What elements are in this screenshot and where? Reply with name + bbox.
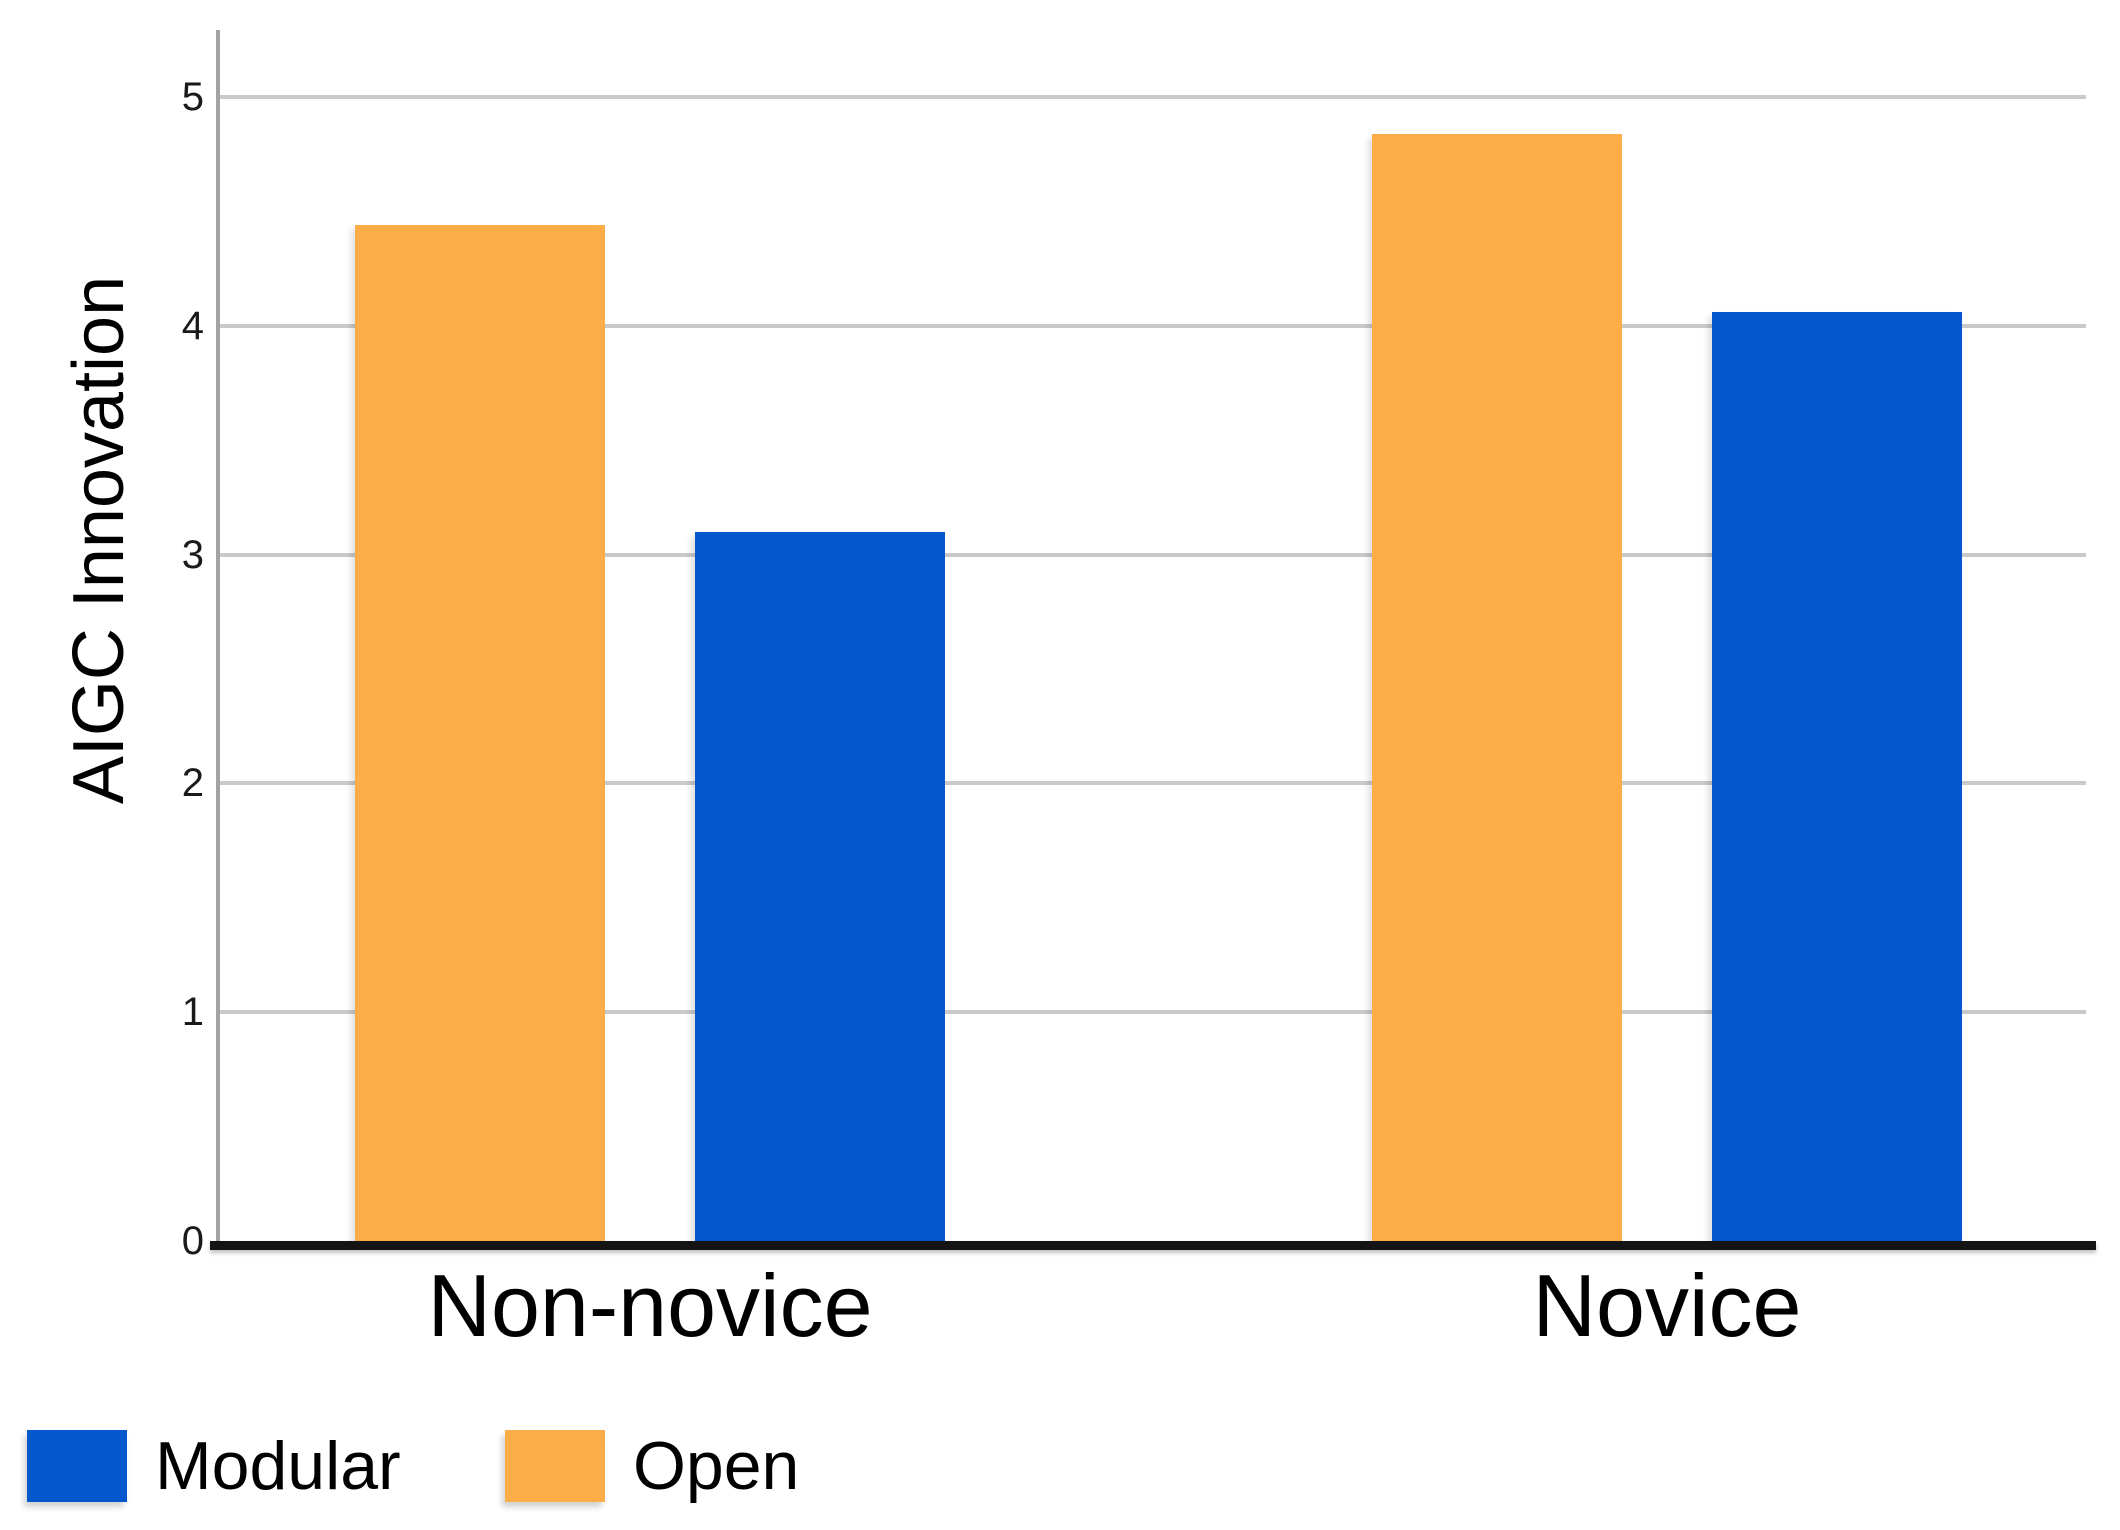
y-tick-label-2: 2 [181, 761, 204, 806]
gridline-y3 [218, 552, 2086, 557]
y-tick-label-4: 4 [181, 303, 204, 348]
y-tick-label-0: 0 [181, 1219, 204, 1263]
gridline-y1 [218, 1010, 2086, 1015]
y-tick-label-5: 5 [181, 75, 204, 119]
legend-item-open: Open [505, 1430, 799, 1502]
bar-novice-open [1372, 133, 1622, 1241]
x-category-label-non-novice: Non-novice [427, 1256, 873, 1355]
legend-swatch-modular [27, 1430, 127, 1502]
gridline-y5 [218, 95, 2086, 99]
legend-label-open: Open [633, 1428, 800, 1504]
legend-item-modular: Modular [27, 1430, 401, 1502]
y-tick-label-1: 1 [181, 990, 204, 1035]
y-axis-line [216, 30, 220, 1241]
y-axis-title: AIGC Innovation [59, 275, 139, 805]
bar-non-novice-modular [695, 531, 945, 1241]
legend-label-modular: Modular [155, 1428, 401, 1504]
gridline-y2 [218, 781, 2086, 786]
x-category-label-novice: Novice [1532, 1256, 1802, 1355]
bar-novice-modular [1712, 312, 1962, 1241]
bar-non-novice-open [355, 225, 605, 1241]
legend-swatch-open [505, 1430, 605, 1502]
gridline-y4 [218, 323, 2086, 328]
y-tick-label-3: 3 [181, 532, 204, 577]
x-axis-baseline [210, 1241, 2096, 1250]
